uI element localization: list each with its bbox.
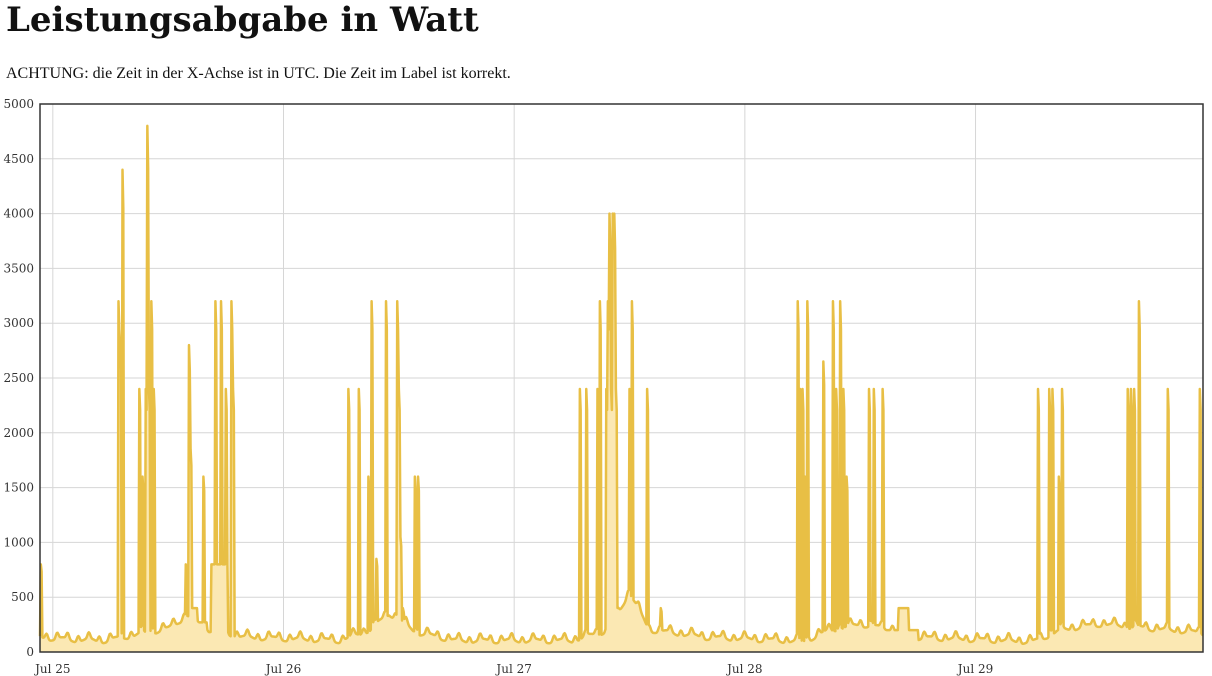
y-tick-label: 4000 xyxy=(3,207,34,221)
page-title: Leistungsabgabe in Watt xyxy=(6,0,479,40)
power-chart: 0 500 1000 1500 2000 2500 3000 3500 4000 4500 5000… xyxy=(3,97,1204,676)
y-tick-labels: 0 500 1000 1500 2000 2500 3000 3500 4000 4500 5000 xyxy=(3,97,34,659)
power-line xyxy=(38,124,1204,646)
y-tick-label: 3000 xyxy=(3,316,34,330)
x-grid xyxy=(52,104,977,652)
y-tick-label: 2500 xyxy=(3,371,34,385)
x-tick-label: Jul 29 xyxy=(956,662,993,676)
utc-note: ACHTUNG: die Zeit in der X-Achse ist in … xyxy=(6,65,511,82)
y-tick-label: 500 xyxy=(11,590,34,604)
y-tick-label: 3500 xyxy=(3,261,34,275)
x-tick-label: Jul 26 xyxy=(264,662,301,676)
y-tick-label: 0 xyxy=(26,645,34,659)
plot-frame xyxy=(39,103,1204,653)
y-tick-label: 2000 xyxy=(3,426,34,440)
y-tick-label: 1000 xyxy=(3,535,34,549)
y-tick-label: 5000 xyxy=(3,97,34,111)
x-tick-labels: Jul 25 Jul 26 Jul 27 Jul 28 Jul 29 xyxy=(33,662,993,676)
x-tick-label: Jul 25 xyxy=(33,662,70,676)
x-tick-label: Jul 28 xyxy=(725,662,762,676)
y-tick-label: 1500 xyxy=(3,481,34,495)
x-tick-label: Jul 27 xyxy=(494,662,531,676)
y-tick-label: 4500 xyxy=(3,152,34,166)
